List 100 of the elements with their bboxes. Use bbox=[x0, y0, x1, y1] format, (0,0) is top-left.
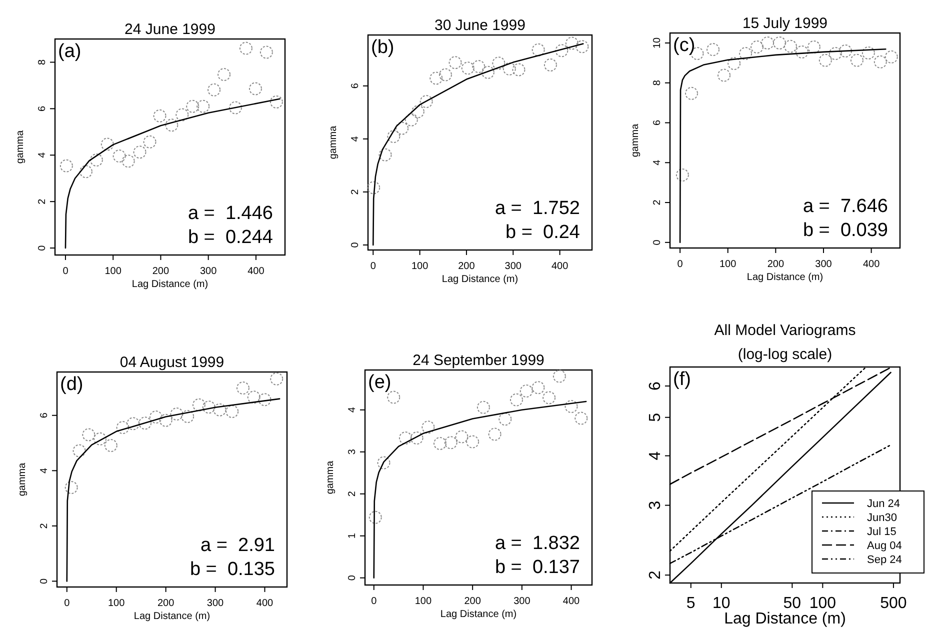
point bbox=[739, 47, 752, 60]
point bbox=[532, 381, 545, 394]
chart-title: 24 June 1999 bbox=[124, 21, 216, 38]
line-series bbox=[66, 398, 280, 582]
point bbox=[420, 95, 433, 108]
point bbox=[82, 428, 96, 442]
point bbox=[488, 428, 502, 441]
point bbox=[472, 60, 486, 74]
point bbox=[512, 63, 526, 76]
point bbox=[444, 436, 458, 450]
annotation: b = 0.24 bbox=[506, 222, 580, 243]
point bbox=[270, 95, 283, 108]
point bbox=[90, 154, 103, 166]
point bbox=[461, 62, 474, 75]
y-tick-label: 6 bbox=[652, 120, 663, 126]
annotation: (f) bbox=[673, 369, 691, 390]
point bbox=[270, 372, 284, 386]
x-tick-label: 300 bbox=[514, 596, 531, 607]
chart-title: 30 June 1999 bbox=[434, 17, 526, 34]
y-axis-title: gamma bbox=[15, 130, 26, 164]
y-tick-label: 8 bbox=[37, 59, 48, 66]
x-tick-label: 300 bbox=[815, 259, 832, 270]
line-series bbox=[373, 400, 587, 579]
point bbox=[685, 86, 698, 100]
x-tick-label: 400 bbox=[551, 261, 569, 272]
y-tick-label: 0 bbox=[39, 578, 50, 584]
y-tick-label: 2 bbox=[39, 522, 50, 529]
point bbox=[404, 113, 418, 126]
annotation: a = 1.752 bbox=[494, 198, 580, 219]
y-tick-label: 6 bbox=[647, 381, 664, 390]
point bbox=[565, 36, 578, 50]
point bbox=[165, 118, 178, 132]
x-axis-title: Lag Distance (m) bbox=[134, 611, 210, 622]
point bbox=[574, 412, 588, 425]
point bbox=[79, 165, 92, 178]
annotation: (e) bbox=[368, 372, 392, 393]
point bbox=[247, 390, 260, 404]
point bbox=[862, 46, 875, 60]
point bbox=[149, 410, 162, 424]
point bbox=[138, 416, 152, 430]
annotation: (b) bbox=[371, 37, 394, 58]
x-tick-label: 100 bbox=[104, 266, 122, 277]
x-axis-title: Lag Distance (m) bbox=[442, 274, 518, 285]
y-tick-label: 6 bbox=[350, 82, 361, 89]
point bbox=[258, 393, 272, 406]
point bbox=[153, 109, 166, 122]
x-tick-label: 0 bbox=[370, 261, 376, 272]
point bbox=[208, 83, 221, 96]
x-tick-label: 0 bbox=[371, 596, 378, 607]
point bbox=[398, 432, 412, 445]
point bbox=[239, 42, 252, 55]
point bbox=[411, 105, 424, 118]
y-tick-label: 4 bbox=[350, 136, 361, 142]
annotation: b = 0.137 bbox=[494, 557, 580, 578]
x-axis-title: Lag Distance (m) bbox=[132, 279, 208, 290]
y-tick-label: 0 bbox=[652, 239, 663, 246]
point bbox=[502, 62, 516, 76]
point bbox=[387, 130, 400, 144]
y-tick-label: 4 bbox=[39, 467, 50, 474]
y-tick-label: 6 bbox=[39, 412, 50, 418]
legend-label: Jun 24 bbox=[867, 498, 900, 510]
y-tick-label: 8 bbox=[652, 80, 663, 86]
x-tick-label: 100 bbox=[108, 598, 126, 609]
point bbox=[438, 68, 452, 82]
x-tick-label: 0 bbox=[64, 598, 70, 609]
annotation: a = 7.646 bbox=[802, 196, 888, 217]
point bbox=[126, 417, 140, 430]
annotation: (d) bbox=[60, 374, 84, 395]
point bbox=[576, 40, 589, 54]
x-tick-label: 100 bbox=[411, 261, 429, 272]
y-tick-label: 4 bbox=[647, 451, 664, 460]
annotation: b = 0.135 bbox=[190, 559, 275, 580]
x-tick-label: 100 bbox=[720, 259, 737, 270]
annotation: a = 1.446 bbox=[188, 203, 273, 224]
line-series bbox=[64, 98, 280, 249]
point bbox=[818, 54, 832, 67]
point bbox=[226, 405, 239, 418]
annotation: a = 1.832 bbox=[494, 533, 580, 554]
point bbox=[850, 54, 864, 67]
x-tick-label: 200 bbox=[157, 598, 175, 609]
point bbox=[159, 414, 172, 427]
point bbox=[492, 56, 506, 70]
annotation: b = 0.244 bbox=[188, 227, 274, 248]
point bbox=[784, 40, 797, 53]
y-axis-title: gamma bbox=[325, 460, 336, 494]
point bbox=[761, 36, 774, 50]
chart-title: All Model Variograms bbox=[714, 322, 856, 339]
x-axis-title: Lag Distance (m) bbox=[746, 272, 824, 283]
point bbox=[218, 68, 231, 82]
point bbox=[434, 437, 447, 450]
x-tick-label: 0 bbox=[677, 259, 684, 270]
x-tick-label: 400 bbox=[562, 596, 580, 607]
x-tick-label: 50 bbox=[783, 595, 802, 612]
point bbox=[520, 384, 533, 398]
y-tick-label: 0 bbox=[350, 242, 361, 248]
point bbox=[104, 439, 118, 452]
x-tick-label: 300 bbox=[200, 266, 218, 277]
x-tick-label: 300 bbox=[504, 261, 522, 272]
annotation: (c) bbox=[673, 35, 696, 56]
point bbox=[186, 100, 200, 113]
